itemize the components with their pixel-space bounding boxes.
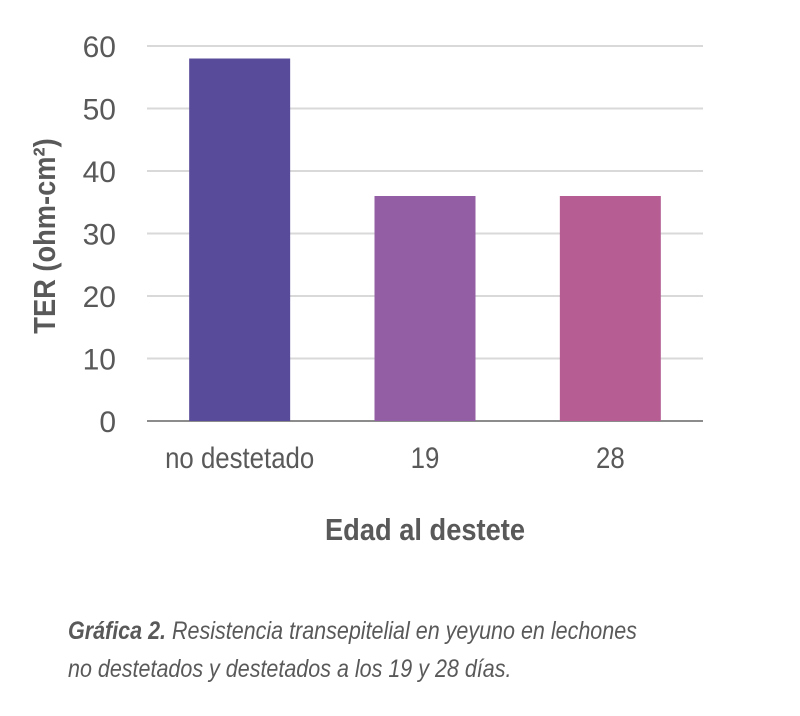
y-tick-label: 30 xyxy=(83,219,116,252)
x-axis-label: Edad al destete xyxy=(325,513,525,547)
figure-caption: Gráfica 2. Resistencia transepitelial en… xyxy=(68,612,687,688)
y-tick-label: 60 xyxy=(83,31,116,64)
bar xyxy=(374,196,476,421)
bar xyxy=(189,58,291,421)
y-axis-label: TER (ohm-cm²) xyxy=(28,138,62,333)
x-tick-label: 28 xyxy=(596,441,625,474)
caption-line-1: Resistencia transepitelial en yeyuno en … xyxy=(165,617,637,645)
x-tick-label: 19 xyxy=(411,441,440,474)
bar-chart: 0 10 20 30 40 50 60 no destetado 19 28 Edad al d… xyxy=(28,31,703,547)
y-tick-label: 0 xyxy=(99,406,116,439)
y-tick-label: 20 xyxy=(83,281,116,314)
y-tick-label: 10 xyxy=(83,344,116,377)
x-tick-label: no destetado xyxy=(165,441,314,474)
bar xyxy=(559,196,661,421)
y-tick-label: 50 xyxy=(83,94,116,127)
y-tick-label: 40 xyxy=(83,156,116,189)
caption-label: Gráfica 2. xyxy=(68,617,166,645)
caption-line-2: no destetados y destetados a los 19 y 28… xyxy=(68,655,512,683)
